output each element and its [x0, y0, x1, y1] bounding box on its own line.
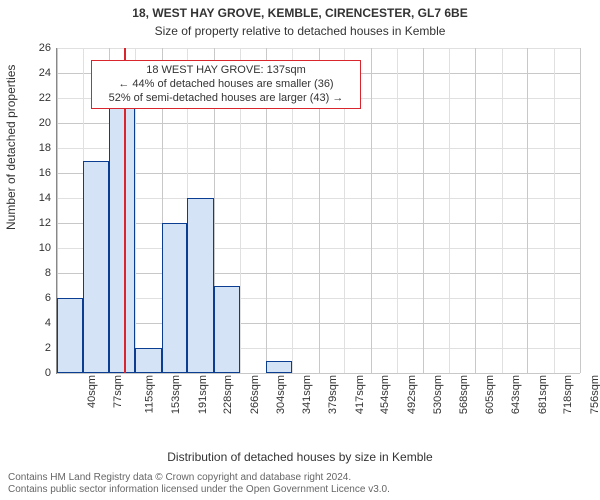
x-tick-label: 341sqm — [297, 375, 313, 414]
x-tick-label: 605sqm — [480, 375, 496, 414]
page-subtitle: Size of property relative to detached ho… — [0, 24, 600, 38]
y-tick-label: 10 — [39, 242, 57, 254]
gridline-v — [527, 48, 528, 373]
page-title: 18, WEST HAY GROVE, KEMBLE, CIRENCESTER,… — [0, 6, 600, 20]
x-tick-label: 492sqm — [402, 375, 418, 414]
gridline-v — [397, 48, 398, 373]
x-tick-label: 718sqm — [558, 375, 574, 414]
histogram-bar — [109, 86, 135, 374]
y-tick-label: 12 — [39, 217, 57, 229]
gridline-h — [57, 373, 580, 374]
gridline-v — [554, 48, 555, 373]
gridline-v — [502, 48, 503, 373]
y-tick-label: 8 — [45, 267, 57, 279]
histogram-bar — [162, 223, 188, 373]
x-tick-label: 643sqm — [506, 375, 522, 414]
y-tick-label: 14 — [39, 192, 57, 204]
y-tick-label: 26 — [39, 42, 57, 54]
histogram-bar — [83, 161, 109, 374]
annotation-line: 18 WEST HAY GROVE: 137sqm — [98, 64, 354, 78]
gridline-v — [371, 48, 372, 373]
y-tick-label: 2 — [45, 342, 57, 354]
x-tick-label: 568sqm — [454, 375, 470, 414]
y-tick-label: 20 — [39, 117, 57, 129]
histogram-bar — [214, 286, 240, 374]
x-tick-label: 266sqm — [245, 375, 261, 414]
x-tick-label: 115sqm — [139, 375, 155, 413]
x-tick-label: 191sqm — [193, 375, 209, 414]
histogram-bar — [135, 348, 161, 373]
y-tick-label: 0 — [45, 367, 57, 379]
histogram-plot: 0246810121416182022242640sqm77sqm115sqm1… — [56, 48, 580, 374]
x-tick-label: 756sqm — [585, 375, 600, 414]
x-tick-label: 77sqm — [108, 375, 124, 408]
gridline-v — [580, 48, 581, 373]
x-tick-label: 454sqm — [375, 375, 391, 414]
histogram-bar — [57, 298, 83, 373]
x-tick-label: 40sqm — [82, 375, 98, 408]
histogram-bar — [266, 361, 292, 374]
y-tick-label: 18 — [39, 142, 57, 154]
y-axis-label: Number of detached properties — [4, 65, 18, 230]
footer-line-1: Contains HM Land Registry data © Crown c… — [8, 472, 390, 484]
footer-line-2: Contains public sector information licen… — [8, 484, 390, 496]
y-tick-label: 6 — [45, 292, 57, 304]
gridline-v — [475, 48, 476, 373]
histogram-bar — [187, 198, 213, 373]
y-tick-label: 4 — [45, 317, 57, 329]
attribution-footer: Contains HM Land Registry data © Crown c… — [8, 472, 390, 496]
x-tick-label: 417sqm — [350, 375, 366, 414]
annotation-line: ← 44% of detached houses are smaller (36… — [98, 78, 354, 92]
x-tick-label: 530sqm — [428, 375, 444, 414]
y-tick-label: 24 — [39, 67, 57, 79]
x-tick-label: 153sqm — [167, 375, 183, 414]
annotation-box: 18 WEST HAY GROVE: 137sqm← 44% of detach… — [91, 60, 361, 109]
x-tick-label: 681sqm — [533, 375, 549, 414]
gridline-v — [449, 48, 450, 373]
x-tick-label: 379sqm — [323, 375, 339, 414]
gridline-v — [423, 48, 424, 373]
x-tick-label: 304sqm — [271, 375, 287, 414]
annotation-line: 52% of semi-detached houses are larger (… — [98, 92, 354, 106]
x-axis-label: Distribution of detached houses by size … — [0, 450, 600, 464]
y-tick-label: 22 — [39, 92, 57, 104]
y-tick-label: 16 — [39, 167, 57, 179]
x-tick-label: 228sqm — [219, 375, 235, 414]
